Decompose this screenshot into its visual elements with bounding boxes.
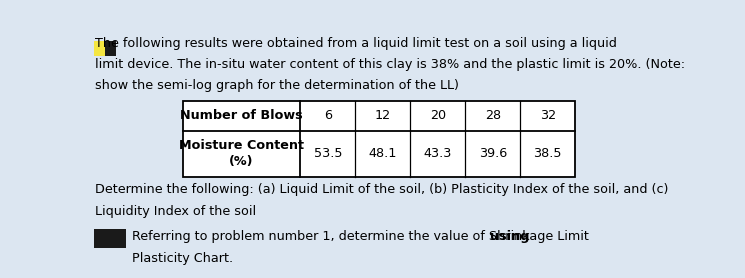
Text: 12: 12 xyxy=(375,109,391,122)
Text: Moisture Content
(%): Moisture Content (%) xyxy=(179,139,304,168)
Text: 38.5: 38.5 xyxy=(533,147,562,160)
Text: The following results were obtained from a liquid limit test on a soil using a l: The following results were obtained from… xyxy=(95,37,617,49)
Text: using: using xyxy=(489,230,529,243)
Text: 32: 32 xyxy=(539,109,556,122)
Text: 28: 28 xyxy=(485,109,501,122)
Text: 43.3: 43.3 xyxy=(424,147,452,160)
Bar xyxy=(95,229,126,249)
Text: Liquidity Index of the soil: Liquidity Index of the soil xyxy=(95,205,256,218)
Bar xyxy=(95,41,104,56)
Bar xyxy=(183,101,575,177)
Text: 6: 6 xyxy=(324,109,332,122)
Text: Referring to problem number 1, determine the value of Shrinkage Limit: Referring to problem number 1, determine… xyxy=(133,230,593,243)
Text: 20: 20 xyxy=(430,109,446,122)
Text: Number of Blows: Number of Blows xyxy=(180,109,302,122)
Text: 39.6: 39.6 xyxy=(478,147,507,160)
Bar xyxy=(95,41,116,56)
Text: limit device. The in-situ water content of this clay is 38% and the plastic limi: limit device. The in-situ water content … xyxy=(95,58,685,71)
Text: 53.5: 53.5 xyxy=(314,147,342,160)
Text: show the semi-log graph for the determination of the LL): show the semi-log graph for the determin… xyxy=(95,80,459,92)
Text: Plasticity Chart.: Plasticity Chart. xyxy=(133,252,233,265)
Text: Determine the following: (a) Liquid Limit of the soil, (b) Plasticity Index of t: Determine the following: (a) Liquid Limi… xyxy=(95,183,668,196)
Text: 48.1: 48.1 xyxy=(369,147,397,160)
